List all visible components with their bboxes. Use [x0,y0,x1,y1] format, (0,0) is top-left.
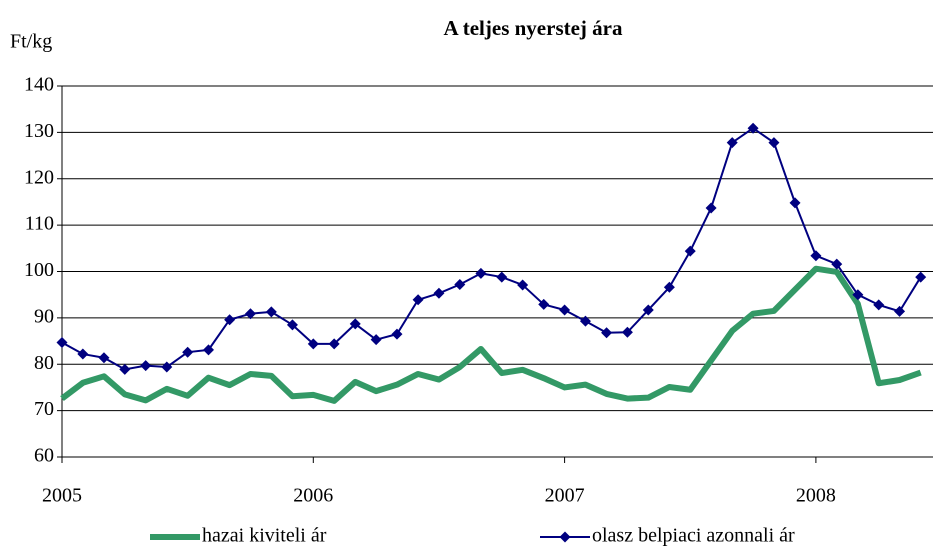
marker [810,250,822,262]
marker [789,197,801,209]
marker [370,334,382,346]
marker [496,271,508,283]
marker [182,346,194,358]
marker [768,137,780,149]
marker [224,314,236,326]
marker [873,299,885,311]
marker [475,267,487,279]
marker [140,360,152,372]
y-tick-label: 60 [34,445,54,467]
marker [894,305,906,317]
marker [642,304,654,316]
y-tick-label: 70 [34,398,54,420]
y-tick-label: 120 [24,166,54,188]
marker [579,315,591,327]
marker [161,361,173,373]
marker [726,137,738,149]
marker [621,326,633,338]
marker [203,344,215,356]
marker [454,278,466,290]
marker [119,363,131,375]
marker [538,298,550,310]
marker [705,202,717,214]
legend-label: olasz belpiaci azonnali ár [592,525,795,547]
marker [915,271,927,283]
marker [307,338,319,350]
legend-marker [559,531,571,543]
marker [286,319,298,331]
marker [391,328,403,340]
series-line [60,265,922,404]
marker [265,306,277,318]
marker [601,327,613,339]
y-tick-label: 80 [34,352,54,374]
marker [98,352,110,364]
y-tick-label: 140 [24,74,54,96]
marker [663,281,675,293]
marker [328,338,340,350]
series-line [61,127,922,371]
y-tick-label: 130 [24,120,54,142]
x-tick-label: 2008 [796,485,836,507]
marker [747,122,759,134]
x-tick-label: 2006 [293,485,333,507]
marker [852,289,864,301]
legend-label: hazai kiviteli ár [202,525,327,547]
y-tick-label: 90 [34,305,54,327]
marker [244,308,256,320]
marker [349,318,361,330]
marker [412,294,424,306]
marker [559,304,571,316]
x-tick-label: 2007 [545,485,585,507]
y-tick-label: 100 [24,259,54,281]
marker [517,279,529,291]
marker [684,245,696,257]
marker [433,287,445,299]
y-axis-label: Ft/kg [10,31,52,53]
marker [56,336,68,348]
x-tick-label: 2005 [42,485,82,507]
chart-title: A teljes nyerstej ára [443,16,623,40]
y-tick-label: 110 [25,213,54,235]
marker [831,258,843,270]
marker [77,348,89,360]
